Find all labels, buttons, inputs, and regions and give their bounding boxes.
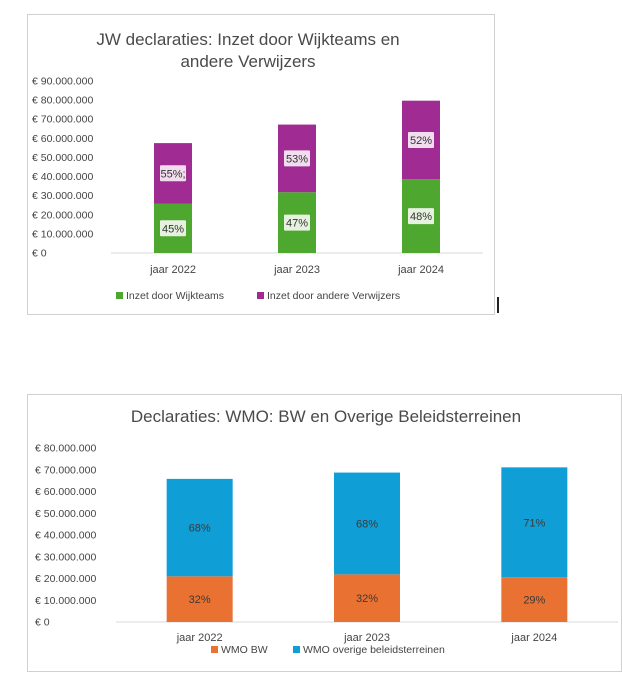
y-tick-label: € 60.000.000 [32, 133, 93, 145]
legend-swatch-2 [257, 292, 264, 299]
data-label-box [284, 214, 310, 231]
data-label: 45% [162, 223, 184, 235]
y-tick-label: € 20.000.000 [32, 209, 93, 221]
chart-title-line-1: Declaraties: WMO: BW en Overige Beleidst… [131, 407, 521, 426]
legend-swatch-1 [116, 292, 123, 299]
data-label-box [160, 220, 186, 237]
y-tick-label: € 70.000.000 [35, 464, 96, 476]
data-label: 32% [189, 594, 211, 606]
bar-1-2 [334, 574, 400, 622]
bar-2-3 [501, 467, 568, 578]
data-label: 32% [356, 593, 378, 605]
y-tick-label: € 20.000.000 [35, 573, 96, 585]
data-label: 52% [410, 135, 432, 147]
legend-label-2: Inzet door andere Verwijzers [267, 290, 400, 302]
bar-1-3 [501, 577, 568, 622]
bar-1-1 [166, 576, 233, 622]
y-tick-label: € 0 [32, 248, 47, 260]
y-tick-label: € 70.000.000 [32, 114, 93, 126]
data-label-box [284, 150, 310, 167]
x-category-label: jaar 2024 [510, 632, 557, 644]
chart-title-line-1: JW declaraties: Inzet door Wijkteams en [96, 30, 399, 49]
legend-swatch-2 [293, 646, 300, 653]
chart-jw-declaraties: JW declaraties: Inzet door Wijkteams en a… [27, 14, 495, 315]
y-tick-label: € 10.000.000 [35, 595, 96, 607]
chart-wmo-svg: Declaraties: WMO: BW en Overige Beleidst… [35, 407, 618, 656]
y-tick-label: € 40.000.000 [35, 530, 96, 542]
chart-title-line-2: andere Verwijzers [180, 52, 315, 71]
y-tick-label: € 80.000.000 [35, 443, 96, 455]
y-tick-label: € 80.000.000 [32, 95, 93, 107]
data-label: 55%; [160, 168, 185, 180]
chart-wmo-declaraties: Declaraties: WMO: BW en Overige Beleidst… [27, 394, 622, 672]
y-tick-label: € 50.000.000 [35, 508, 96, 520]
data-label: 47% [286, 218, 308, 230]
legend-label-1: WMO BW [221, 644, 268, 656]
data-label: 68% [189, 523, 211, 535]
x-category-label: jaar 2024 [397, 264, 444, 276]
bar-2-2 [334, 472, 400, 575]
y-tick-label: € 60.000.000 [35, 486, 96, 498]
x-category-label: jaar 2022 [149, 264, 196, 276]
y-tick-label: € 40.000.000 [32, 171, 93, 183]
text-cursor [497, 297, 499, 313]
chart-jw-svg: JW declaraties: Inzet door Wijkteams en a… [32, 30, 483, 302]
y-tick-label: € 30.000.000 [35, 551, 96, 563]
y-tick-label: € 30.000.000 [32, 190, 93, 202]
data-label: 48% [410, 211, 432, 223]
y-tick-label: € 90.000.000 [32, 76, 93, 88]
y-tick-label: € 0 [35, 617, 50, 629]
legend-label-2: WMO overige beleidsterreinen [303, 644, 445, 656]
data-label-box [408, 208, 434, 225]
bar-2-1 [166, 478, 233, 577]
data-label: 29% [523, 595, 545, 607]
data-label: 53% [286, 153, 308, 165]
y-tick-label: € 10.000.000 [32, 228, 93, 240]
legend-swatch-1 [211, 646, 218, 653]
x-category-label: jaar 2023 [343, 632, 390, 644]
data-label: 68% [356, 518, 378, 530]
x-category-label: jaar 2022 [176, 632, 223, 644]
x-category-label: jaar 2023 [273, 264, 320, 276]
data-label: 71% [523, 517, 545, 529]
data-label-box [160, 165, 186, 182]
data-label-box [408, 131, 434, 148]
legend-label-1: Inzet door Wijkteams [126, 290, 224, 302]
y-tick-label: € 50.000.000 [32, 152, 93, 164]
